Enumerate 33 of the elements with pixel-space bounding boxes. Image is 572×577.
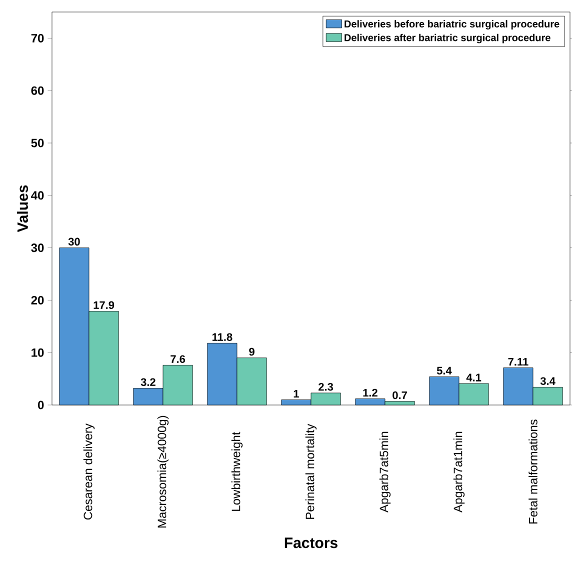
y-tick-label: 60 xyxy=(31,86,44,95)
y-tick-label: 70 xyxy=(31,34,44,42)
x-tick-label: Apgarb7at5min xyxy=(379,432,391,512)
data-label: 11.8 xyxy=(212,333,232,341)
data-label: 17.9 xyxy=(94,301,114,310)
x-tick-label: Lowbirthweight xyxy=(231,432,243,511)
data-label: 3.2 xyxy=(140,378,156,386)
x-tick-label: Apgarb7at1min xyxy=(453,432,465,512)
data-label: 2.3 xyxy=(318,382,334,391)
x-tick-label: Cesarean delivery xyxy=(83,424,95,520)
data-label: 7.6 xyxy=(170,355,186,363)
y-tick-label: 10 xyxy=(32,348,44,357)
y-axis-title: Values xyxy=(16,185,28,232)
x-axis-title: Factors xyxy=(284,538,338,548)
y-tick-label: 40 xyxy=(31,191,44,200)
legend-label: Deliveries after bariatric surgical procedure xyxy=(344,34,550,44)
x-tick-label: Fetal malformations xyxy=(528,420,538,524)
data-label: 9 xyxy=(249,348,254,356)
x-tick-label: Perinatal mortality xyxy=(305,424,317,519)
data-label: 30 xyxy=(68,238,80,246)
data-label: 3.4 xyxy=(540,377,556,385)
y-tick-label: 0 xyxy=(38,400,44,410)
data-label: 0.7 xyxy=(392,391,407,400)
y-tick-label: 50 xyxy=(31,138,44,148)
x-tick-label: Macrosomia(≥4000g) xyxy=(157,416,169,528)
data-label: 1 xyxy=(294,390,299,398)
data-label: 1.2 xyxy=(363,388,378,397)
data-label: 7.11 xyxy=(508,358,528,366)
data-label: 4.1 xyxy=(466,374,482,382)
y-tick-label: 20 xyxy=(31,296,44,304)
y-tick-label: 30 xyxy=(31,244,44,252)
data-label: 5.4 xyxy=(436,366,452,375)
legend-label: Deliveries before bariatric surgical procedure xyxy=(344,20,560,30)
